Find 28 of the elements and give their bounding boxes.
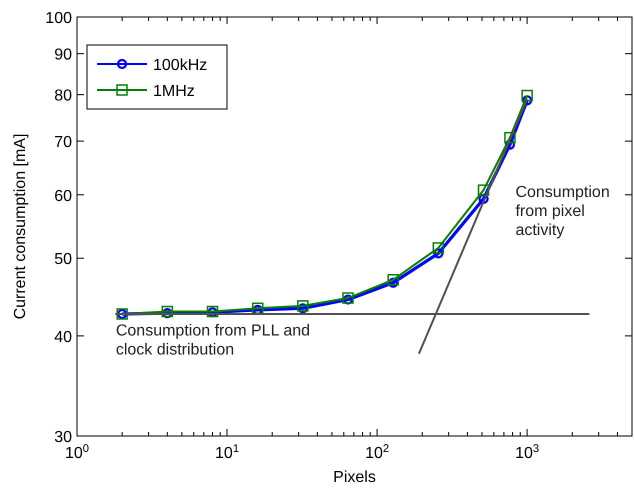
y-axis-title: Current consumption [mA] xyxy=(12,134,29,320)
x-axis-title: Pixels xyxy=(333,469,376,486)
y-tick-label: 30 xyxy=(54,429,72,446)
point xyxy=(162,308,172,318)
y-tick-label: 80 xyxy=(54,88,72,105)
point xyxy=(162,306,174,318)
annotation: Consumption from pixel activity xyxy=(515,184,610,240)
point xyxy=(478,184,490,196)
legend-label: 100kHz xyxy=(153,57,208,74)
point xyxy=(388,278,398,288)
y-tick-label: 90 xyxy=(54,46,72,64)
x-tick-label: 10$^{2}$ xyxy=(365,443,390,462)
point xyxy=(387,274,399,286)
y-tick-label: 100 xyxy=(45,10,72,27)
y-tick-label: 70 xyxy=(54,134,72,152)
point xyxy=(433,248,444,258)
point xyxy=(297,300,309,312)
y-tick-label: 50 xyxy=(54,251,72,268)
x-tick-label: 10$^{3}$ xyxy=(515,443,540,462)
y-tick-label: 40 xyxy=(54,328,72,346)
legend-label: 1MHz xyxy=(153,83,195,100)
point xyxy=(298,303,308,314)
x-tick-label: 10$^{1}$ xyxy=(215,443,240,462)
y-tick-label: 60 xyxy=(54,188,72,205)
annotation: Consumption from PLL and clock distribution xyxy=(116,322,310,358)
x-tick-label: 10$^{0}$ xyxy=(64,443,90,462)
point xyxy=(432,242,444,254)
point xyxy=(478,194,489,204)
